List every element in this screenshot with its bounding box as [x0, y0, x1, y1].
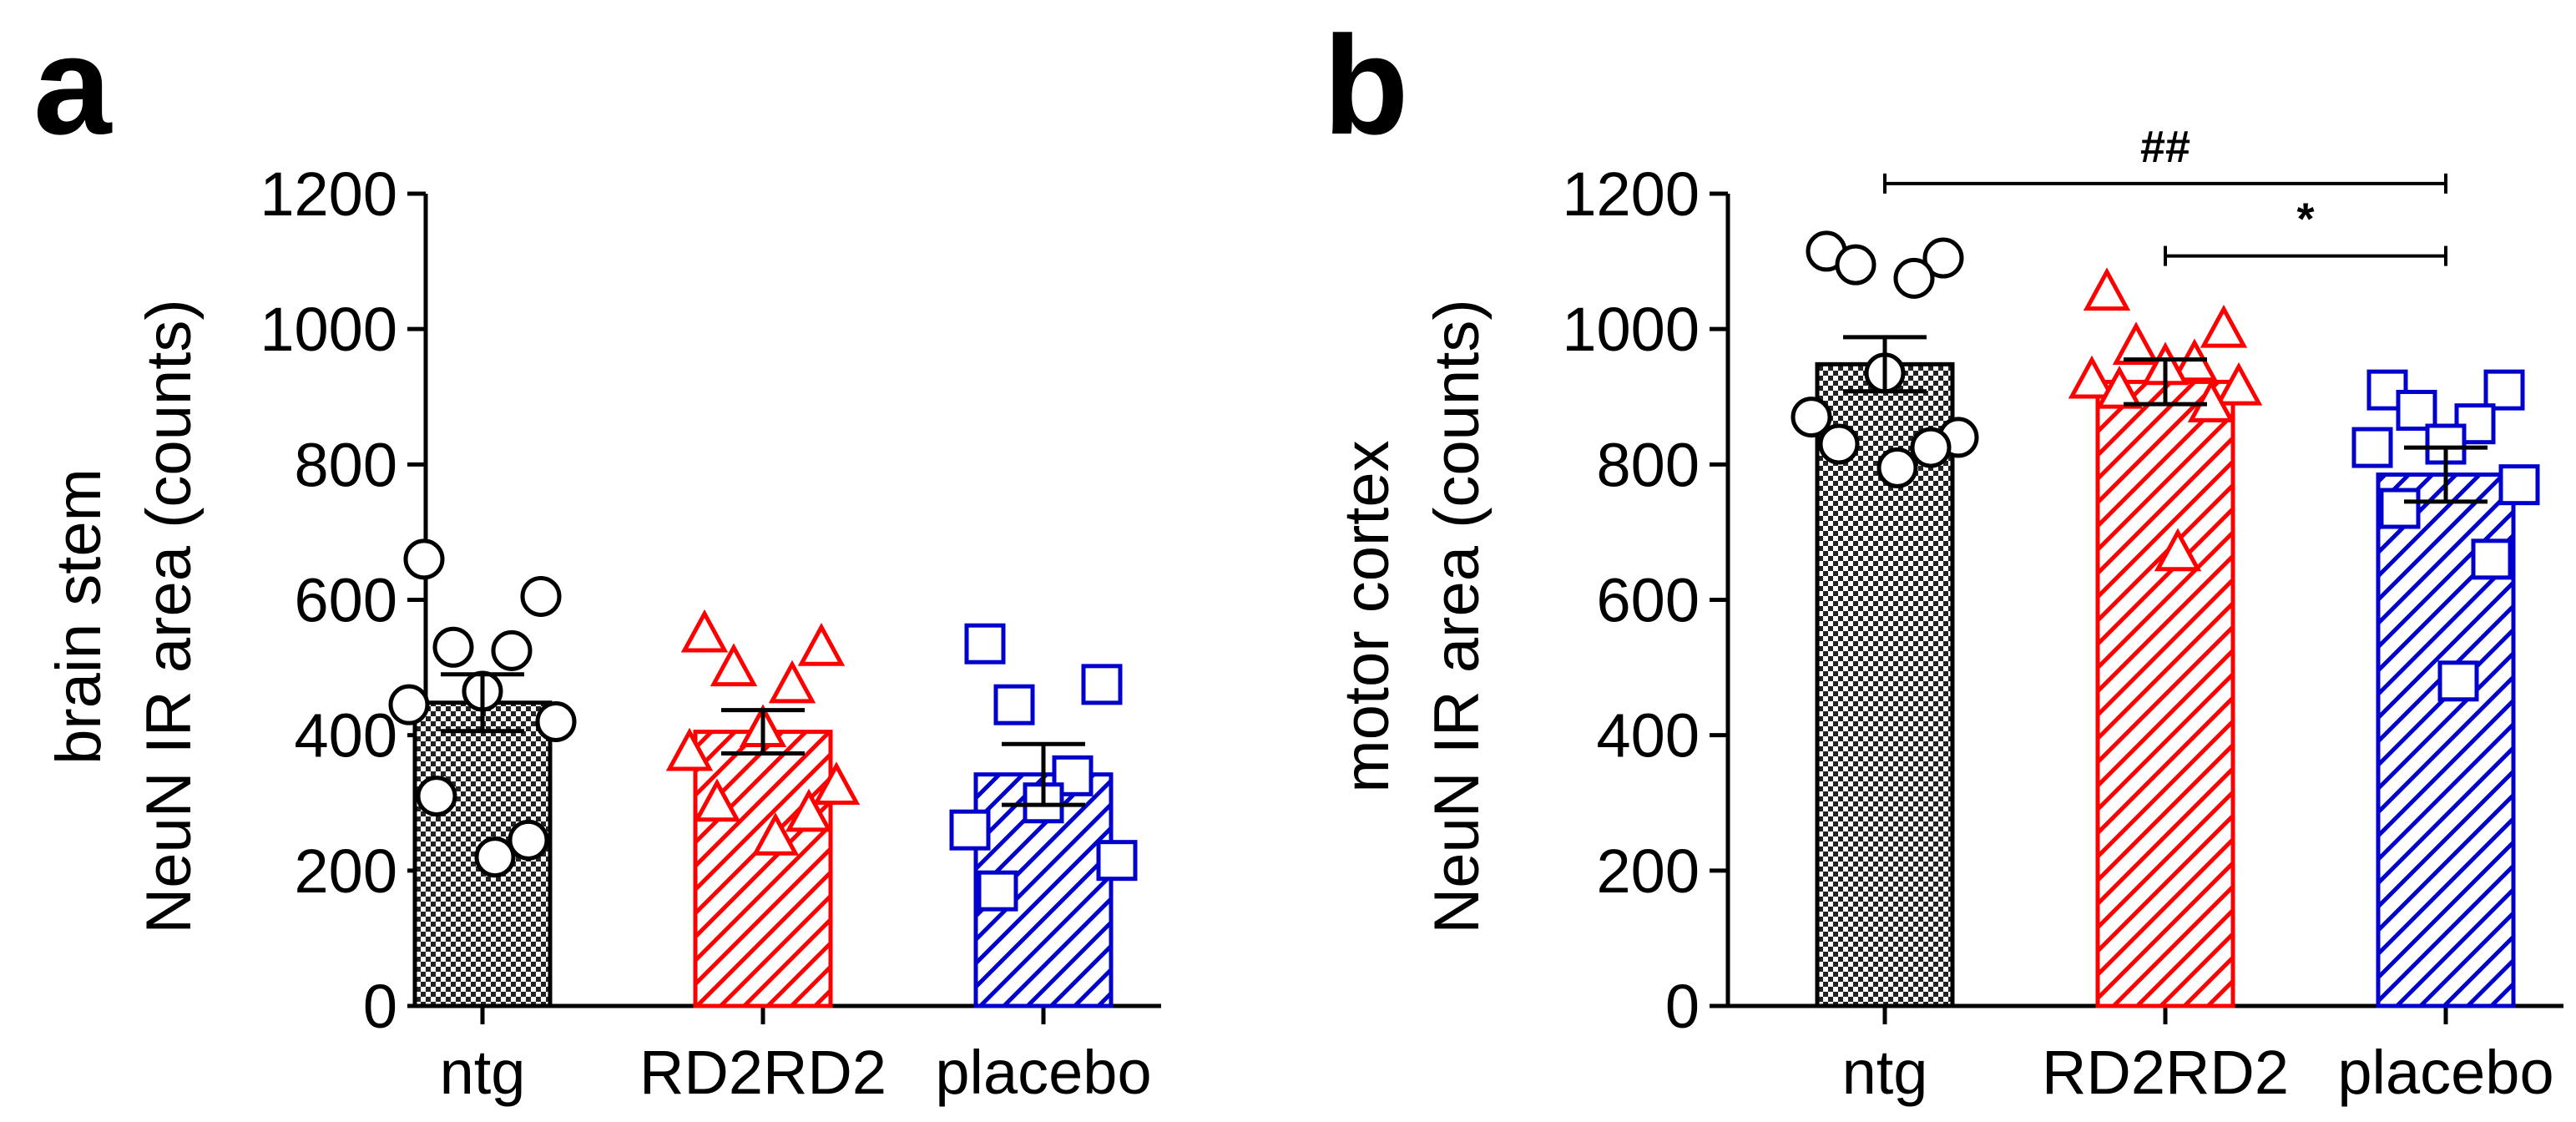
x-tick-label-placebo: placebo — [935, 1038, 1151, 1107]
data-point-RD2RD2 — [2215, 361, 2263, 406]
data-point-ntg — [474, 836, 516, 878]
y-tick-label: 400 — [1597, 701, 1700, 771]
data-point-ntg — [520, 575, 562, 617]
data-point-ntg — [491, 629, 533, 671]
data-point-RD2RD2 — [2068, 355, 2116, 399]
data-point-ntg — [1818, 423, 1860, 465]
data-point-ntg — [1893, 257, 1935, 299]
data-point-RD2RD2 — [797, 623, 846, 666]
x-tick-label-ntg: ntg — [440, 1038, 526, 1107]
y-tick-label: 200 — [1597, 836, 1700, 906]
y-axis-label-line1: motor cortex — [1331, 440, 1402, 792]
data-point-RD2RD2 — [812, 761, 861, 805]
data-point-placebo — [1081, 664, 1123, 705]
data-point-placebo — [977, 870, 1018, 912]
data-point-RD2RD2 — [2154, 528, 2202, 572]
data-point-placebo — [1096, 840, 1138, 882]
data-point-RD2RD2 — [2187, 379, 2235, 422]
x-tick-label-placebo: placebo — [2337, 1038, 2553, 1107]
data-point-RD2RD2 — [785, 788, 833, 832]
data-point-ntg — [1910, 427, 1952, 468]
data-point-RD2RD2 — [693, 778, 741, 822]
data-point-placebo — [2483, 369, 2525, 411]
y-tick-label: 1000 — [260, 295, 397, 364]
y-tick-label: 0 — [363, 972, 397, 1041]
y-tick-label: 600 — [1597, 566, 1700, 635]
y-tick-label: 600 — [295, 566, 397, 635]
data-point-placebo — [949, 809, 991, 851]
y-tick-label: 1000 — [1562, 295, 1700, 364]
y-axis-label-line2: NeuN IR area (counts) — [1422, 299, 1493, 933]
data-point-ntg — [432, 626, 474, 668]
data-point-ntg — [535, 700, 577, 742]
data-point-RD2RD2 — [2095, 365, 2144, 409]
panel-letter: a — [33, 7, 113, 164]
data-point-ntg — [1835, 244, 1876, 286]
x-tick-label-RD2RD2: RD2RD2 — [2042, 1038, 2289, 1107]
data-point-RD2RD2 — [2112, 321, 2160, 365]
y-tick-label: 800 — [1597, 430, 1700, 499]
panel-b: b 0 200 400 600 800 1000 1200 motor cortex NeuN I… — [1323, 7, 2563, 1107]
data-point-ntg — [1791, 397, 1832, 438]
significance-label: ## — [2140, 122, 2190, 172]
y-tick-label: 1200 — [1562, 159, 1700, 229]
y-tick-label: 200 — [295, 836, 397, 906]
data-point-placebo — [964, 623, 1006, 665]
data-point-placebo — [993, 684, 1035, 725]
y-tick-label: 800 — [295, 430, 397, 499]
y-tick-label: 1200 — [260, 159, 397, 229]
data-point-RD2RD2 — [710, 643, 758, 687]
y-tick-label: 400 — [295, 701, 397, 771]
data-point-placebo — [2351, 427, 2393, 468]
data-point-RD2RD2 — [2200, 304, 2248, 348]
data-point-placebo — [1052, 755, 1094, 796]
y-tick-label: 0 — [1665, 972, 1700, 1041]
data-point-placebo — [2396, 389, 2437, 431]
data-point-RD2RD2 — [2083, 267, 2131, 311]
data-point-placebo — [2379, 488, 2421, 529]
data-point-ntg — [1922, 237, 1964, 279]
x-tick-label-RD2RD2: RD2RD2 — [639, 1038, 886, 1107]
y-axis-label-line2: NeuN IR area (counts) — [134, 299, 205, 933]
data-point-ntg — [388, 684, 430, 725]
x-tick-label-ntg: ntg — [1842, 1038, 1928, 1107]
y-axis-label-line1: brain stem — [43, 468, 114, 765]
bar-RD2RD2 — [2095, 379, 2235, 1008]
bar-RD2RD2 — [693, 730, 833, 1008]
data-point-RD2RD2 — [768, 660, 816, 704]
data-point-placebo — [2498, 464, 2540, 506]
data-point-ntg — [508, 819, 549, 861]
data-point-ntg — [416, 776, 457, 817]
panel-letter: b — [1323, 7, 1409, 164]
data-point-RD2RD2 — [665, 727, 714, 771]
data-point-RD2RD2 — [680, 609, 729, 653]
data-point-RD2RD2 — [751, 812, 800, 856]
panel-a: a 0 200 400 600 800 1000 1200 brain stem NeuN IR … — [33, 7, 1161, 1107]
data-point-placebo — [2437, 660, 2479, 702]
data-point-ntg — [403, 538, 445, 580]
data-point-ntg — [1876, 447, 1918, 488]
data-point-placebo — [2471, 538, 2513, 580]
significance-label: * — [2296, 195, 2314, 245]
